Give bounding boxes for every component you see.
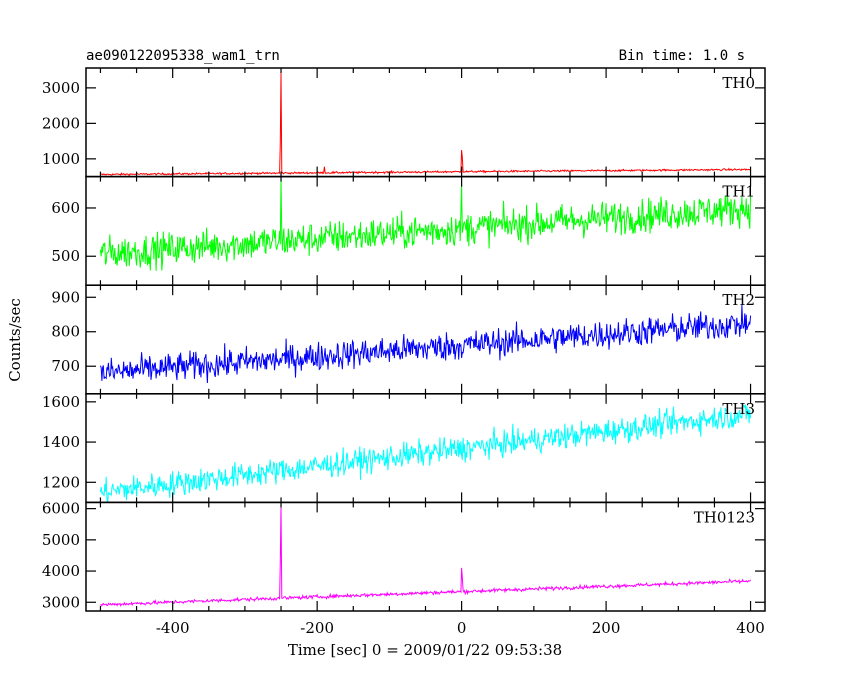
panel-label: TH0 (722, 74, 755, 92)
y-tick-label: 700 (51, 357, 80, 375)
y-tick-label: 800 (51, 323, 80, 341)
panel-label: TH0123 (694, 508, 755, 526)
series-line-th2 (99, 304, 752, 384)
bin-time-label: Bin time: 1.0 s (619, 48, 745, 64)
x-tick-label: -200 (300, 619, 334, 637)
series-line-th1 (99, 178, 752, 271)
y-tick-label: 5000 (42, 531, 80, 549)
series-line-th0123 (100, 505, 752, 607)
panel-label: TH1 (722, 183, 755, 201)
panel-frame (85, 175, 766, 286)
x-tick-label: 200 (592, 619, 621, 637)
panel-frame (85, 501, 766, 612)
x-tick-label: -400 (156, 619, 190, 637)
y-tick-label: 2000 (42, 114, 80, 132)
y-tick-label: 1600 (42, 393, 80, 411)
y-axis-label: Counts/sec (6, 298, 24, 382)
y-tick-label: 6000 (42, 500, 80, 518)
panel-label: TH3 (722, 400, 755, 418)
chart-title: ae090122095338_wam1_trn (86, 48, 280, 64)
x-tick-label: 0 (457, 619, 467, 637)
y-tick-label: 600 (51, 199, 80, 217)
x-axis-label: Time [sec] 0 = 2009/01/22 09:53:38 (288, 641, 562, 659)
panel-frame (85, 284, 766, 395)
y-tick-label: 1000 (42, 150, 80, 168)
panel-label: TH2 (722, 291, 755, 309)
y-tick-label: 1400 (42, 433, 80, 451)
series-line-th0 (100, 71, 751, 177)
y-tick-label: 4000 (42, 562, 80, 580)
y-tick-label: 500 (51, 247, 80, 265)
series-line-th3 (99, 404, 752, 503)
panel-frame (85, 67, 766, 178)
y-tick-label: 3000 (42, 79, 80, 97)
y-tick-label: 3000 (42, 593, 80, 611)
y-tick-label: 1200 (42, 473, 80, 491)
x-tick-label: 400 (736, 619, 765, 637)
y-tick-label: 900 (51, 288, 80, 306)
panels-group: TH0100020003000TH1500600TH2700800900TH31… (42, 67, 766, 637)
